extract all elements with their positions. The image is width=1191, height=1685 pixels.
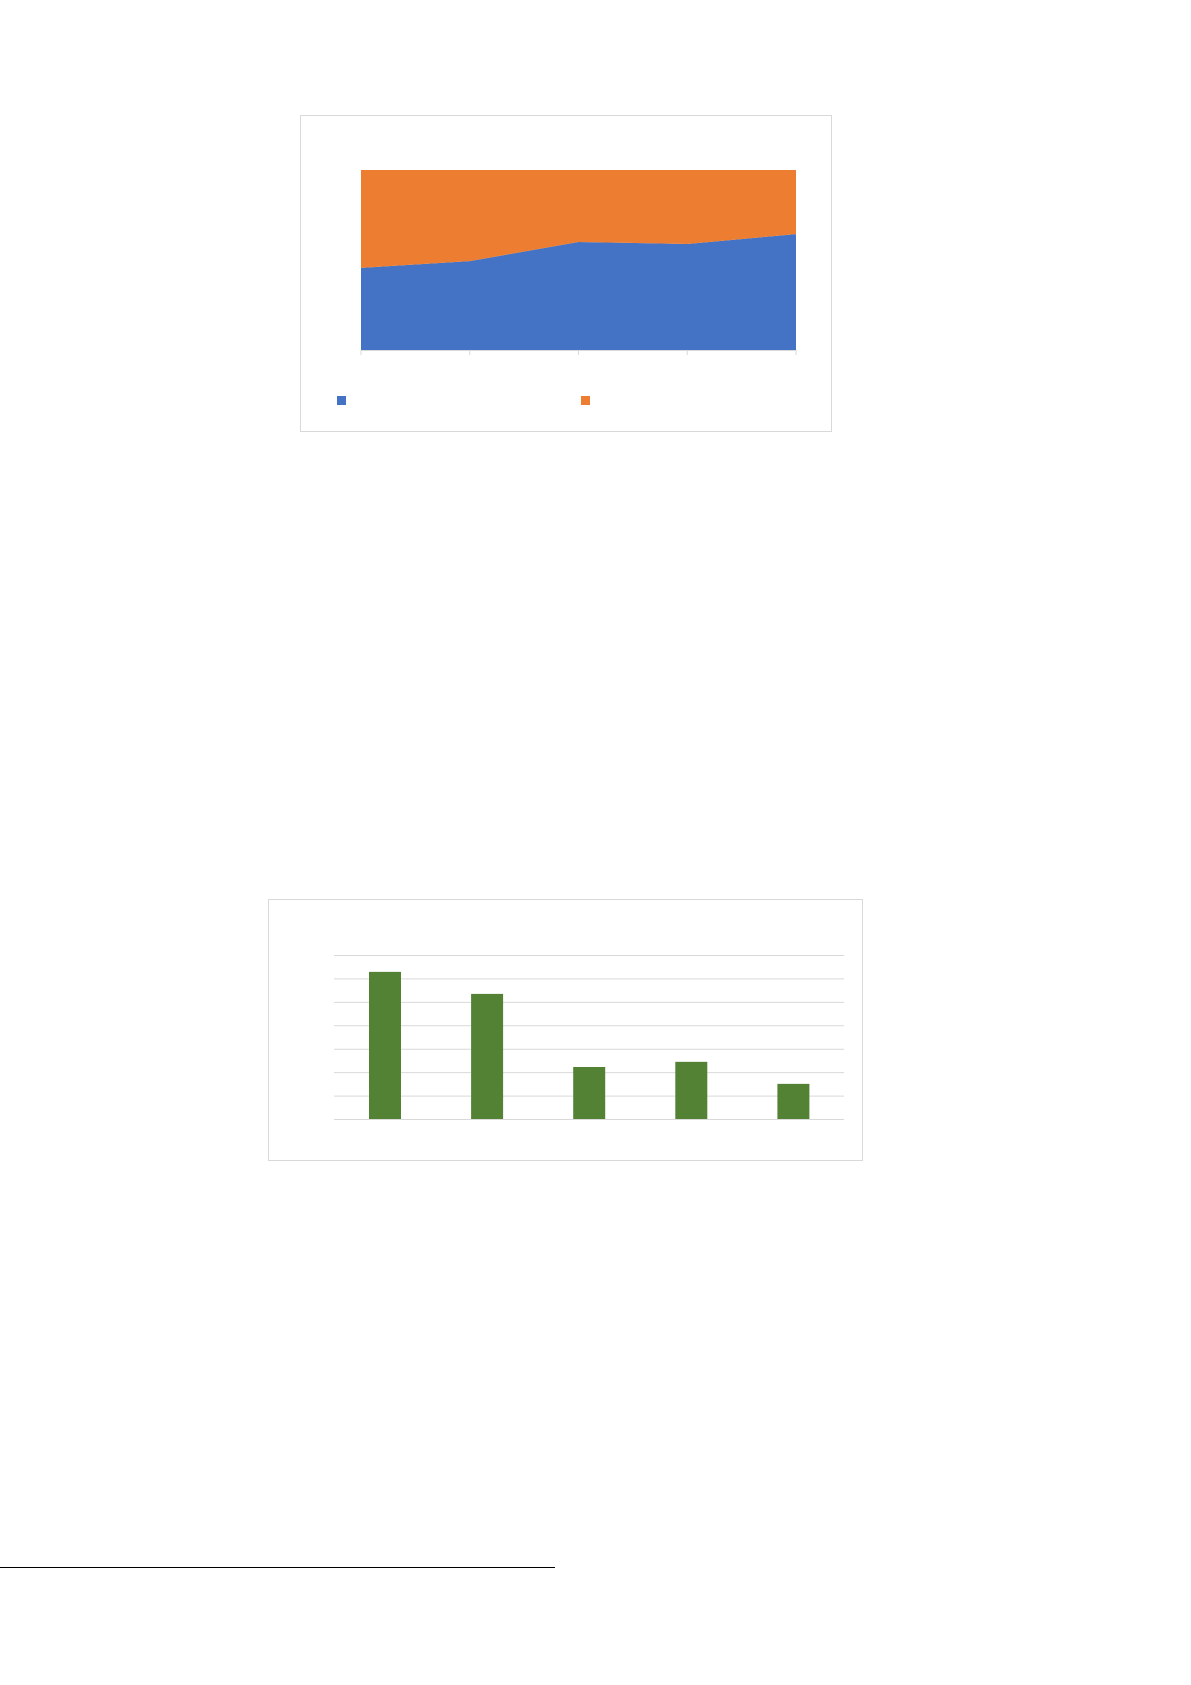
bar bbox=[777, 1083, 810, 1119]
area-series bbox=[361, 170, 796, 268]
bar bbox=[675, 1061, 708, 1119]
chart-frame bbox=[268, 899, 863, 1161]
legend-swatch bbox=[581, 396, 590, 405]
legend-swatch bbox=[337, 396, 346, 405]
bar bbox=[471, 993, 504, 1119]
bar bbox=[369, 971, 401, 1119]
bar bbox=[573, 1066, 606, 1119]
area-series bbox=[361, 234, 796, 350]
